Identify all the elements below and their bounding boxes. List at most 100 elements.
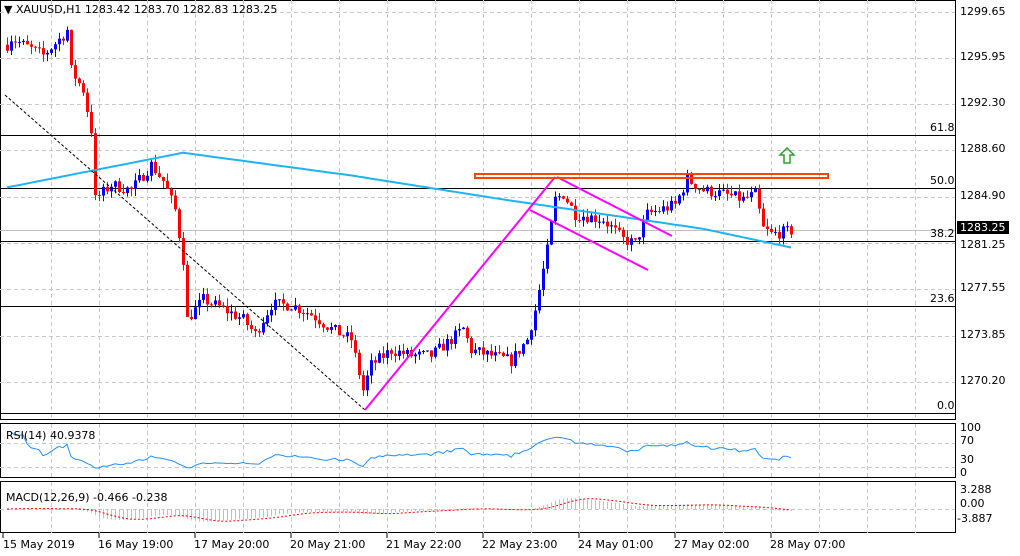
bearish-candle [286, 303, 289, 311]
bullish-candle [662, 206, 665, 212]
bullish-candle [110, 186, 113, 192]
bullish-candle [774, 231, 777, 233]
current-price-tag: 1283.25 [957, 221, 1009, 234]
bearish-candle [206, 294, 209, 305]
bullish-candle [238, 317, 241, 319]
bearish-candle [62, 38, 65, 41]
bearish-candle [298, 305, 301, 313]
rsi-label: RSI(14) 40.9378 [6, 429, 96, 442]
bullish-candle [682, 192, 685, 196]
bullish-candle [714, 196, 717, 198]
bearish-candle [698, 188, 701, 190]
bullish-candle [638, 237, 641, 240]
bullish-candle [530, 330, 533, 340]
bullish-candle [474, 349, 477, 354]
bullish-candle [398, 350, 401, 356]
bearish-candle [210, 304, 213, 306]
bullish-candle [386, 350, 389, 358]
bullish-candle [102, 186, 105, 196]
bearish-candle [358, 352, 361, 376]
bearish-candle [574, 205, 577, 221]
bullish-candle [230, 311, 233, 314]
bullish-candle [786, 226, 789, 228]
bearish-candle [186, 264, 189, 317]
high-value: 1283.70 [133, 3, 180, 16]
bullish-candle [582, 216, 585, 221]
bearish-candle [790, 226, 793, 235]
bearish-candle [498, 352, 501, 354]
bearish-candle [390, 350, 393, 354]
bullish-candle [18, 41, 21, 43]
price-tick: 1299.65 [960, 5, 1006, 18]
bearish-candle [342, 335, 345, 337]
bullish-candle [706, 186, 709, 192]
bearish-candle [98, 195, 101, 197]
bearish-candle [222, 305, 225, 307]
bearish-candle [94, 133, 97, 196]
bullish-candle [486, 350, 489, 355]
bearish-candle [730, 193, 733, 196]
bearish-candle [78, 78, 81, 84]
bearish-candle [614, 225, 617, 228]
bearish-candle [38, 47, 41, 49]
bullish-candle [66, 29, 69, 41]
bullish-candle [378, 353, 381, 363]
price-tick: 1277.55 [960, 281, 1006, 294]
main-panel-frame [0, 0, 956, 420]
bearish-candle [234, 311, 237, 319]
bearish-candle [106, 186, 109, 192]
resistance-zone [474, 173, 829, 179]
bullish-candle [534, 310, 537, 331]
bullish-candle [262, 323, 265, 333]
bearish-candle [450, 338, 453, 344]
price-tick: 1273.85 [960, 328, 1006, 341]
moving-average-line [6, 151, 792, 249]
bearish-candle [118, 181, 121, 192]
bearish-candle [746, 196, 749, 198]
bearish-candle [14, 41, 17, 43]
bearish-candle [318, 320, 321, 325]
bearish-candle [430, 350, 433, 357]
bullish-candle [646, 209, 649, 221]
bullish-candle [718, 190, 721, 197]
bullish-candle [514, 351, 517, 366]
bearish-candle [42, 48, 45, 55]
bearish-candle [122, 191, 125, 194]
bearish-candle [310, 313, 313, 316]
bearish-candle [382, 353, 385, 358]
bearish-candle [174, 195, 177, 210]
bullish-candle [602, 221, 605, 223]
open-value: 1283.42 [84, 3, 131, 16]
bullish-candle [270, 309, 273, 316]
bullish-candle [334, 325, 337, 328]
fib-label: 0.0 [937, 399, 955, 412]
fib-label: 38.2 [930, 227, 955, 240]
bearish-candle [566, 198, 569, 203]
bearish-candle [694, 183, 697, 189]
bullish-candle [610, 225, 613, 227]
bullish-candle [114, 181, 117, 187]
bullish-candle [522, 344, 525, 354]
bullish-candle [554, 196, 557, 222]
bullish-candle [50, 49, 53, 53]
bearish-candle [470, 338, 473, 354]
bullish-candle [750, 192, 753, 198]
bearish-candle [162, 176, 165, 181]
bullish-candle [506, 354, 509, 357]
bearish-candle [634, 238, 637, 240]
macd-level: -3.887 [957, 512, 993, 525]
time-tick: 15 May 2019 [3, 538, 75, 551]
bearish-candle [594, 215, 597, 222]
dropdown-triangle-icon[interactable]: ▼ [4, 3, 13, 16]
symbol-label: XAUUSD,H1 [15, 3, 82, 16]
bearish-candle [282, 299, 285, 304]
fib-label: 50.0 [930, 174, 955, 187]
bullish-candle [734, 191, 737, 196]
bearish-candle [70, 29, 73, 66]
time-tick: 28 May 07:00 [770, 538, 846, 551]
bullish-candle [146, 175, 149, 181]
bearish-candle [622, 229, 625, 237]
bullish-candle [670, 200, 673, 211]
bullish-candle [446, 338, 449, 351]
